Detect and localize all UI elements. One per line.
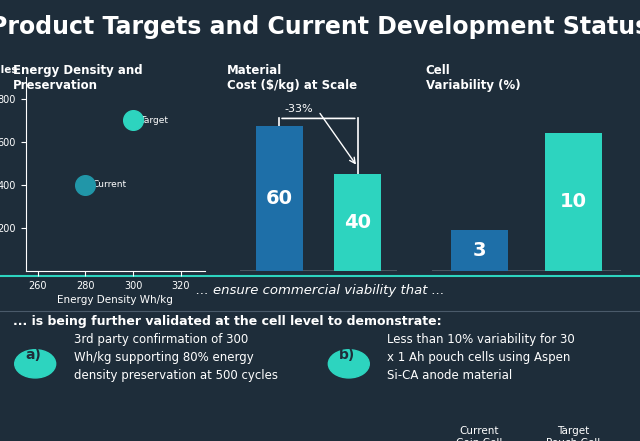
Text: ... ensure commercial viability that ...: ... ensure commercial viability that ... — [196, 284, 444, 297]
Text: 10: 10 — [560, 192, 587, 211]
Point — [80, 181, 90, 188]
Bar — [255, 126, 303, 271]
Text: a): a) — [26, 348, 42, 362]
Text: -33%: -33% — [285, 104, 313, 113]
Text: 60: 60 — [266, 189, 292, 208]
Text: 3rd party confirmation of 300
Wh/kg supporting 80% energy
density preservation a: 3rd party confirmation of 300 Wh/kg supp… — [74, 333, 278, 382]
Text: Energy Density and
Preservation: Energy Density and Preservation — [13, 64, 143, 92]
Text: Product Targets and Current Development Status: Product Targets and Current Development … — [0, 15, 640, 39]
Bar — [451, 230, 508, 271]
Text: 40: 40 — [344, 213, 371, 232]
Text: Current
Coin Cell: Current Coin Cell — [456, 426, 502, 441]
Text: Target
Pouch Cell: Target Pouch Cell — [547, 426, 601, 441]
Text: Current: Current — [93, 180, 127, 190]
Text: Material
Cost ($/kg) at Scale: Material Cost ($/kg) at Scale — [227, 64, 357, 92]
Point — [128, 117, 138, 124]
Text: Cycles: Cycles — [0, 65, 19, 75]
Bar — [545, 133, 602, 271]
Text: ... is being further validated at the cell level to demonstrate:: ... is being further validated at the ce… — [13, 315, 442, 328]
X-axis label: Energy Density Wh/kg: Energy Density Wh/kg — [57, 295, 173, 305]
Text: Less than 10% variability for 30
x 1 Ah pouch cells using Aspen
Si-CA anode mate: Less than 10% variability for 30 x 1 Ah … — [387, 333, 575, 382]
Text: b): b) — [339, 348, 355, 362]
Text: 3: 3 — [472, 241, 486, 260]
Text: Target: Target — [140, 116, 168, 125]
Text: Cell
Variability (%): Cell Variability (%) — [426, 64, 520, 92]
Bar — [334, 174, 381, 271]
